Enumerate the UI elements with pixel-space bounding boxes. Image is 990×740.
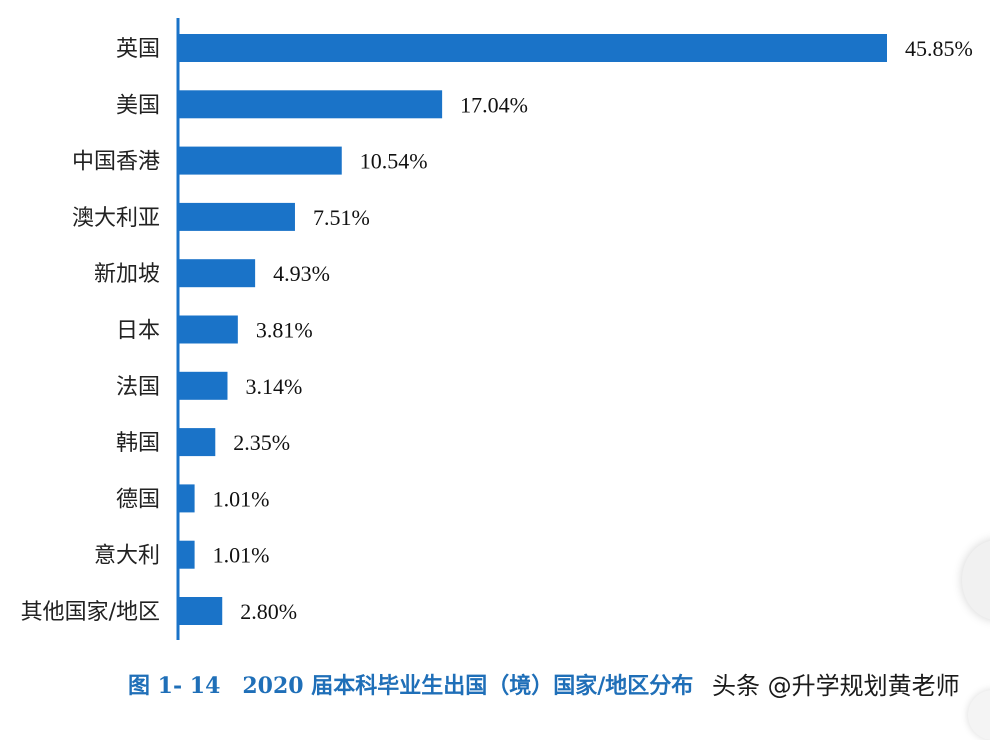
category-label: 中国香港 [72,150,160,175]
bar [179,202,295,231]
category-label: 法国 [116,375,160,400]
watermark-text: 头条 @升学规划黄老师 [712,672,960,700]
bar [179,259,256,288]
value-label: 4.93% [273,261,330,286]
bar [179,597,223,625]
value-label: 17.04% [460,92,528,117]
figure-caption: 图 1- 14 2020 届本科毕业生出国（境）国家/地区分布 [128,673,694,699]
bar [179,484,195,513]
bar [179,540,195,569]
bar [179,428,216,457]
value-label: 7.51% [313,205,370,230]
category-label: 意大利 [94,544,160,569]
bar-chart: 英国 45.85% 美国 17.04% 中国香港 10.54% 澳大利亚 7.51% 新加坡 4.… [21,18,973,640]
category-label: 英国 [116,37,160,62]
value-label: 10.54% [360,149,428,174]
category-label: 其他国家/地区 [21,600,160,625]
category-label: 德国 [116,487,160,512]
value-label: 3.81% [256,318,313,343]
value-label: 1.01% [213,543,270,568]
value-label: 1.01% [213,486,270,511]
value-label: 45.85% [905,36,973,61]
value-label: 2.80% [240,599,297,624]
bar [179,34,887,62]
value-label: 2.35% [233,430,290,455]
category-label: 韩国 [116,431,160,456]
bar [179,90,443,119]
category-label: 日本 [116,319,160,344]
bar [179,371,228,400]
category-label: 澳大利亚 [72,206,160,231]
category-label: 美国 [116,93,160,118]
bar [179,315,238,344]
bar [179,146,342,175]
value-label: 3.14% [245,374,302,399]
category-label: 新加坡 [94,262,160,287]
bars-group: 英国 45.85% 美国 17.04% 中国香港 10.54% 澳大利亚 7.51% 新加坡 4.… [21,34,973,625]
